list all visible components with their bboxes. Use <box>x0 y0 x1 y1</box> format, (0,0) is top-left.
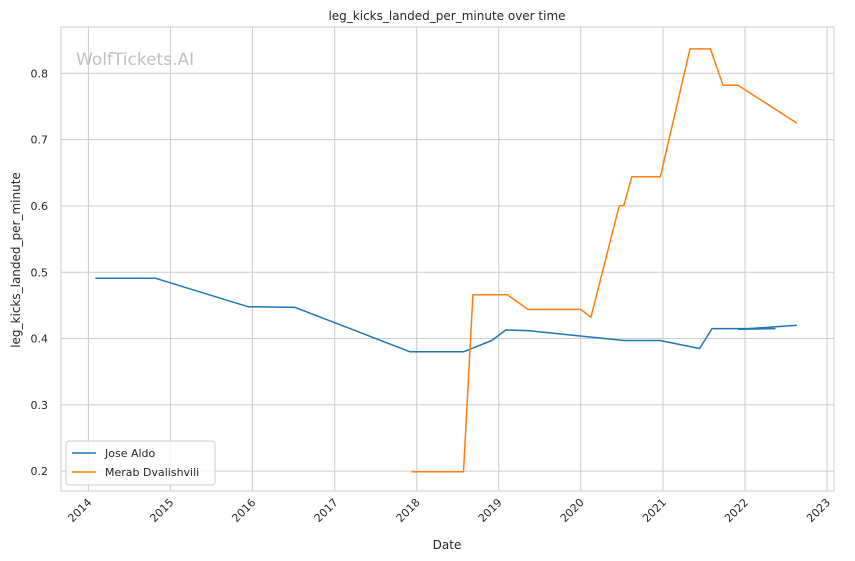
x-axis-title: Date <box>433 538 462 552</box>
y-tick-label: 0.2 <box>31 465 49 478</box>
y-axis-title: leg_kicks_landed_per_minute <box>9 172 23 348</box>
y-tick-label: 0.8 <box>31 67 49 80</box>
legend: Jose Aldo Merab Dvalishvili <box>65 440 216 486</box>
chart-title: leg_kicks_landed_per_minute over time <box>328 9 565 23</box>
legend-box <box>65 440 216 486</box>
y-tick-label: 0.4 <box>31 333 49 346</box>
legend-label-jose-aldo: Jose Aldo <box>104 447 156 460</box>
y-tick-label: 0.7 <box>31 134 49 147</box>
plot-area <box>61 27 834 491</box>
y-tick-label: 0.5 <box>31 266 49 279</box>
series-line-jose-aldo <box>95 277 797 353</box>
series-lines <box>95 48 798 473</box>
legend-label-merab-dvalishvili: Merab Dvalishvili <box>105 466 199 479</box>
y-tick-label: 0.6 <box>31 200 49 213</box>
plot-frame <box>60 26 835 492</box>
y-tick-label: 0.3 <box>31 399 49 412</box>
series-line-merab-dvalishvili <box>411 48 798 473</box>
watermark-text: WolfTickets.AI <box>76 50 194 70</box>
